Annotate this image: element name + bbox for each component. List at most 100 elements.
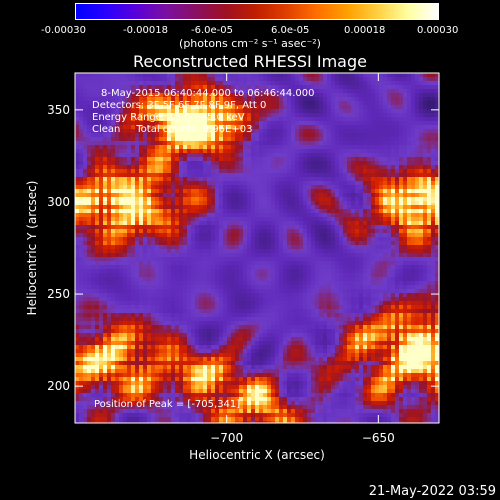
heatmap-cell	[391, 173, 396, 178]
heatmap-cell	[315, 173, 320, 178]
heatmap-cell	[411, 165, 416, 170]
heatmap-cell	[319, 109, 324, 114]
heatmap-cell	[167, 281, 172, 286]
heatmap-cell	[379, 97, 384, 102]
heatmap-cell	[283, 125, 288, 130]
heatmap-cell	[203, 205, 208, 210]
heatmap-cell	[203, 137, 208, 142]
heatmap-cell	[159, 133, 164, 138]
heatmap-cell	[283, 81, 288, 86]
heatmap-cell	[431, 209, 436, 214]
heatmap-cell	[435, 245, 439, 250]
heatmap-cell	[167, 73, 172, 78]
heatmap-cell	[147, 221, 152, 226]
heatmap-cell	[147, 73, 152, 78]
heatmap-cell	[315, 77, 320, 82]
heatmap-cell	[191, 121, 196, 126]
heatmap-cell	[127, 289, 132, 294]
heatmap-cell	[339, 269, 344, 274]
heatmap-cell	[383, 173, 388, 178]
heatmap-cell	[95, 245, 100, 250]
heatmap-cell	[331, 209, 336, 214]
heatmap-cell	[87, 249, 92, 254]
heatmap-cell	[275, 253, 280, 258]
heatmap-cell	[411, 285, 416, 290]
heatmap-cell	[275, 121, 280, 126]
heatmap-cell	[423, 121, 428, 126]
heatmap-cell	[251, 169, 256, 174]
heatmap-cell	[167, 277, 172, 282]
heatmap-cell	[179, 269, 184, 274]
heatmap-cell	[263, 249, 268, 254]
heatmap-cell	[307, 109, 312, 114]
heatmap-cell	[279, 261, 284, 266]
heatmap-cell	[123, 117, 128, 122]
heatmap-cell	[259, 93, 264, 98]
heatmap-cell	[307, 161, 312, 166]
heatmap-cell	[183, 229, 188, 234]
heatmap-cell	[291, 109, 296, 114]
heatmap-cell	[183, 201, 188, 206]
heatmap-cell	[311, 209, 316, 214]
heatmap-cell	[367, 137, 372, 142]
heatmap-cell	[195, 245, 200, 250]
heatmap-cell	[247, 213, 252, 218]
heatmap-cell	[359, 209, 364, 214]
heatmap-cell	[279, 285, 284, 290]
heatmap-cell	[199, 165, 204, 170]
heatmap-cell	[351, 133, 356, 138]
heatmap-cell	[155, 229, 160, 234]
heatmap-cell	[231, 205, 236, 210]
heatmap-cell	[243, 185, 248, 190]
heatmap-cell	[191, 153, 196, 158]
heatmap-cell	[95, 289, 100, 294]
heatmap-cell	[91, 121, 96, 126]
heatmap-cell	[247, 145, 252, 150]
heatmap-cell	[179, 137, 184, 142]
heatmap-cell	[375, 93, 380, 98]
heatmap-cell	[347, 225, 352, 230]
heatmap-cell	[115, 281, 120, 286]
heatmap-cell	[291, 153, 296, 158]
heatmap-cell	[315, 97, 320, 102]
heatmap-cell	[339, 181, 344, 186]
heatmap-cell	[279, 145, 284, 150]
heatmap-cell	[411, 117, 416, 122]
heatmap-cell	[155, 189, 160, 194]
heatmap-cell	[379, 157, 384, 162]
heatmap-cell	[383, 193, 388, 198]
heatmap-cell	[239, 177, 244, 182]
heatmap-cell	[151, 109, 156, 114]
heatmap-cell	[259, 105, 264, 110]
heatmap-cell	[347, 125, 352, 130]
heatmap-cell	[423, 281, 428, 286]
heatmap-cell	[287, 161, 292, 166]
heatmap-cell	[111, 225, 116, 230]
heatmap-cell	[163, 269, 168, 274]
heatmap-cell	[107, 285, 112, 290]
heatmap-cell	[351, 201, 356, 206]
heatmap-cell	[403, 129, 408, 134]
heatmap-cell	[243, 85, 248, 90]
heatmap-cell	[219, 165, 224, 170]
heatmap-cell	[411, 169, 416, 174]
heatmap-cell	[343, 213, 348, 218]
heatmap-cell	[275, 285, 280, 290]
heatmap-cell	[127, 101, 132, 106]
heatmap-cell	[187, 289, 192, 294]
heatmap-cell	[415, 209, 420, 214]
heatmap-cell	[227, 85, 232, 90]
heatmap-cell	[279, 141, 284, 146]
heatmap-cell	[119, 161, 124, 166]
heatmap-cell	[255, 249, 260, 254]
heatmap-cell	[375, 217, 380, 222]
heatmap-cell	[123, 129, 128, 134]
heatmap-cell	[103, 249, 108, 254]
heatmap-cell	[183, 185, 188, 190]
heatmap-cell	[115, 177, 120, 182]
heatmap-cell	[219, 233, 224, 238]
heatmap-cell	[367, 289, 372, 294]
heatmap-cell	[163, 93, 168, 98]
heatmap-cell	[291, 245, 296, 250]
heatmap-cell	[219, 245, 224, 250]
